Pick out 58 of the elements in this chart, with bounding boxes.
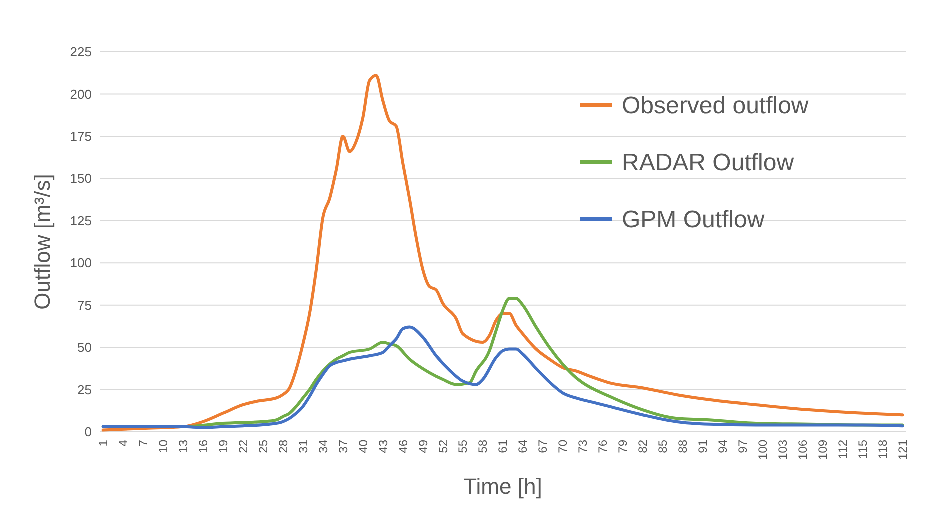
x-tick-label: 4 xyxy=(116,440,131,447)
x-tick-label: 22 xyxy=(236,440,250,454)
x-tick-label: 7 xyxy=(136,440,150,447)
x-tick-label: 64 xyxy=(516,440,530,454)
x-tick-label: 46 xyxy=(396,440,410,454)
line-series xyxy=(102,326,904,430)
x-tick-label: 31 xyxy=(296,440,310,454)
x-tick-label: 103 xyxy=(776,440,790,460)
x-tick-label: 40 xyxy=(356,440,370,454)
x-tick-label: 28 xyxy=(276,440,290,454)
x-tick-label: 55 xyxy=(456,440,470,454)
y-tick-label: 200 xyxy=(70,86,92,102)
x-tick-label: 13 xyxy=(176,440,190,454)
x-tick-label: 91 xyxy=(696,440,710,454)
legend-label: GPM Outflow xyxy=(622,206,766,234)
x-tick-label: 16 xyxy=(196,440,210,454)
x-tick-label: 121 xyxy=(896,440,910,460)
x-tick-label: 100 xyxy=(756,440,770,460)
x-tick-label: 67 xyxy=(536,440,550,454)
x-tick-label: 79 xyxy=(616,440,630,454)
x-tick-label: 37 xyxy=(336,440,350,454)
x-tick-label: 49 xyxy=(416,440,430,454)
y-tick-label: 75 xyxy=(78,298,92,313)
x-tick-label: 10 xyxy=(156,440,170,454)
x-tick-label: 112 xyxy=(836,440,850,460)
x-tick-label: 61 xyxy=(496,440,510,454)
x-tick-label: 115 xyxy=(856,440,870,460)
x-tick-label: 118 xyxy=(876,440,890,460)
x-tick-label: 97 xyxy=(736,440,750,454)
x-tick-label: 19 xyxy=(216,440,230,454)
y-axis-title: Outflow [m³/s] xyxy=(30,174,55,310)
x-tick-label: 73 xyxy=(576,440,590,454)
x-tick-label: 70 xyxy=(556,440,570,454)
legend-label: Observed outflow xyxy=(622,92,810,120)
y-tick-label: 175 xyxy=(70,128,92,144)
y-tick-label: 0 xyxy=(84,424,92,440)
x-tick-label: 82 xyxy=(636,440,650,454)
x-tick-label: 1 xyxy=(96,440,111,447)
y-tick-label: 50 xyxy=(78,340,92,356)
x-tick-label: 52 xyxy=(436,440,450,454)
x-axis-title: Time [h] xyxy=(464,474,542,499)
y-tick-label: 100 xyxy=(70,256,92,271)
x-tick-label: 109 xyxy=(816,440,830,460)
x-tick-label: 25 xyxy=(256,440,270,454)
x-tick-label: 106 xyxy=(796,440,810,460)
y-tick-label: 225 xyxy=(70,44,92,60)
legend-label: RADAR Outflow xyxy=(622,149,795,176)
x-tick-label: 58 xyxy=(476,440,490,454)
x-tick-label: 88 xyxy=(676,440,690,454)
y-tick-label: 25 xyxy=(78,382,92,398)
x-tick-label: 43 xyxy=(376,440,390,454)
x-tick-label: 76 xyxy=(596,440,610,454)
line-series xyxy=(102,74,904,432)
x-tick-label: 85 xyxy=(656,440,670,454)
x-tick-label: 94 xyxy=(716,440,730,454)
y-tick-label: 125 xyxy=(70,213,92,228)
x-tick-label: 34 xyxy=(316,440,330,454)
y-tick-label: 150 xyxy=(70,171,92,186)
